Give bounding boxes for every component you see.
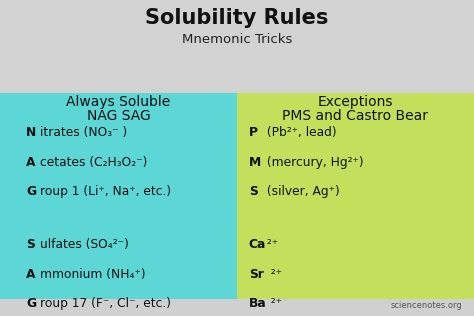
Text: M: M [249,156,261,169]
Text: mmonium (NH₄⁺): mmonium (NH₄⁺) [40,268,146,281]
Bar [0,93,237,316]
Text: ulfates (SO₄²⁻): ulfates (SO₄²⁻) [40,238,129,251]
Bar [0,0,474,93]
Text: N: N [26,126,36,139]
Text: (Pb²⁺, lead): (Pb²⁺, lead) [263,126,337,139]
Text: A: A [26,268,36,281]
Text: cetates (C₂H₃O₂⁻): cetates (C₂H₃O₂⁻) [40,156,148,169]
Text: ²⁺: ²⁺ [263,238,278,251]
Text: Always Soluble: Always Soluble [66,95,171,109]
Text: roup 17 (F⁻, Cl⁻, etc.): roup 17 (F⁻, Cl⁻, etc.) [40,297,171,310]
Bar [237,93,474,316]
Text: ²⁺: ²⁺ [263,268,282,281]
Text: (silver, Ag⁺): (silver, Ag⁺) [263,185,340,198]
Text: Ba: Ba [249,297,266,310]
Text: G: G [26,185,36,198]
Text: ²⁺: ²⁺ [263,297,282,310]
Text: sciencenotes.org: sciencenotes.org [391,301,462,310]
Text: S: S [26,238,35,251]
Text: roup 1 (Li⁺, Na⁺, etc.): roup 1 (Li⁺, Na⁺, etc.) [40,185,172,198]
Text: itrates (NO₃⁻ ): itrates (NO₃⁻ ) [40,126,128,139]
Text: NAG SAG: NAG SAG [87,109,150,123]
Text: S: S [249,185,257,198]
Text: Exceptions: Exceptions [318,95,393,109]
Text: A: A [26,156,36,169]
Text: P: P [249,126,258,139]
Text: Sr: Sr [249,268,264,281]
Bar [0,299,474,316]
Text: Mnemonic Tricks: Mnemonic Tricks [182,33,292,46]
Text: G: G [26,297,36,310]
Text: Ca: Ca [249,238,266,251]
Text: PMS and Castro Bear: PMS and Castro Bear [283,109,428,123]
Text: Solubility Rules: Solubility Rules [146,8,328,28]
Text: (mercury, Hg²⁺): (mercury, Hg²⁺) [263,156,364,169]
